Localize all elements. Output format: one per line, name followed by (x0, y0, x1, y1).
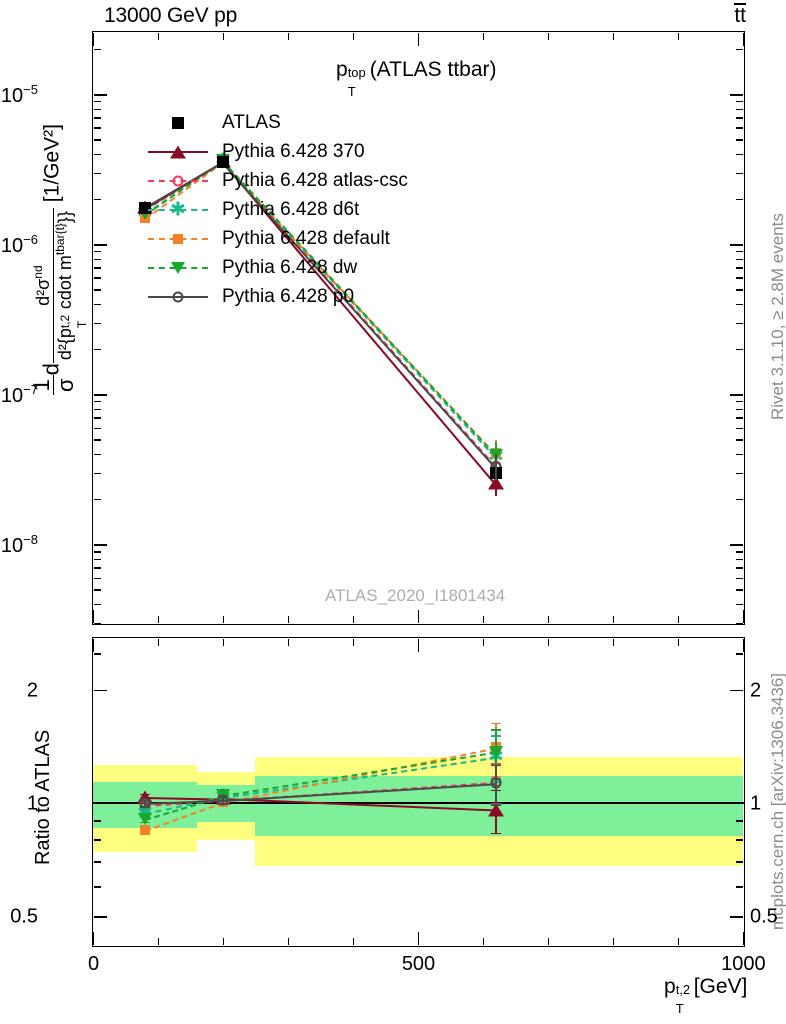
data-point-marker (488, 745, 503, 758)
triangle-down-marker (171, 261, 185, 274)
xl-sup: t,2 (675, 982, 691, 997)
square-filled-marker (173, 233, 183, 244)
legend-label: Pythia 6.428 default (222, 227, 390, 249)
x-axis-label: p t,2 T [GeV] (664, 975, 748, 1016)
error-bar-cap (139, 810, 150, 812)
legend-item-2[interactable]: Pythia 6.428 atlas-csc (148, 166, 408, 195)
legend-item-0[interactable]: ATLAS (148, 108, 408, 137)
x-tick-label: 500 (401, 953, 436, 976)
ratio-unity-line (93, 802, 744, 804)
ratio-plot-area: ✱✱✱ (93, 638, 744, 946)
error-bar (495, 453, 497, 480)
legend-line (148, 208, 208, 211)
legend-label: Pythia 6.428 370 (222, 140, 365, 162)
yl-d1: σ (53, 375, 78, 395)
triangle-up-marker (170, 145, 186, 158)
y-tick-label-ratio-right: 1 (750, 792, 762, 815)
data-point-marker (139, 797, 151, 809)
data-point-marker (138, 201, 151, 214)
data-point-marker (139, 824, 150, 835)
circle-open-marker (172, 175, 184, 186)
legend-label: ATLAS (222, 111, 281, 133)
legend-item-6[interactable]: Pythia 6.428 p0 (148, 282, 408, 311)
yl-n1: 1 (29, 379, 54, 392)
legend-item-4[interactable]: Pythia 6.428 default (148, 224, 408, 253)
legend-item-5[interactable]: Pythia 6.428 dw (148, 253, 408, 282)
legend-key (148, 228, 208, 250)
analysis-watermark: ATLAS_2020_I1801434 (325, 586, 506, 605)
error-bar-cap (490, 722, 501, 725)
data-point-marker (216, 155, 229, 168)
error-bar (495, 470, 497, 497)
y-tick-label-ratio-right: 2 (750, 679, 762, 702)
data-point-marker (487, 803, 504, 817)
data-point-marker (490, 777, 502, 789)
plot-title-sub: T (347, 84, 356, 99)
legend-key: ✱ (148, 199, 208, 221)
yl-units: [1/GeV²] (40, 123, 64, 203)
plot-title: p top T (ATLAS ttbar) (336, 58, 497, 99)
legend-item-3[interactable]: ✱ Pythia 6.428 d6t (148, 195, 408, 224)
data-point-marker (137, 812, 152, 825)
legend-key (148, 286, 208, 308)
star-marker: ✱ (170, 198, 186, 220)
overline-bar (734, 3, 746, 5)
data-point-marker (217, 794, 229, 806)
legend-key (148, 170, 208, 192)
error-bar-cap (490, 804, 501, 806)
y-tick-label-main: 10−5 (0, 82, 38, 107)
xl-p: p (664, 975, 676, 998)
legend: ATLAS Pythia 6.428 370 Pythia 6.428 atlas-… (148, 108, 408, 311)
plot-title-p: p (336, 58, 348, 81)
plot-title-sup: top (347, 65, 366, 80)
legend-key (148, 112, 208, 134)
legend-key (148, 141, 208, 163)
error-bar-cap (490, 832, 501, 835)
main-plot-area: ✱✱✱ (93, 32, 744, 624)
mcplots-source-label: mcplots.cern.ch [arXiv:1306.3436] (768, 672, 786, 930)
xl-units: [GeV] (693, 975, 748, 998)
main-plot-panel: ✱✱✱ (92, 31, 745, 625)
x-tick-label: 0 (88, 953, 100, 976)
error-bar-cap (490, 764, 501, 767)
y-tick-label-main: 10−8 (0, 532, 38, 557)
legend-label: Pythia 6.428 dw (222, 256, 358, 278)
rivet-version-label: Rivet 3.1.10, ≥ 2.8M events (768, 213, 786, 420)
xl-sub: T (675, 1001, 684, 1016)
y-axis-label-ratio: Ratio to ATLAS (32, 729, 54, 865)
process-label: tt (734, 3, 746, 27)
error-bar-cap (490, 728, 501, 731)
y-tick-label-ratio: 2 (26, 679, 38, 702)
ratio-plot-panel: ✱✱✱ (92, 637, 745, 947)
legend-key (148, 257, 208, 279)
beam-energy-label: 13000 GeV pp (104, 4, 238, 27)
y-tick-label-ratio: 0.5 (10, 905, 38, 928)
plot-title-rest: (ATLAS ttbar) (369, 58, 497, 81)
legend-label: Pythia 6.428 atlas-csc (222, 169, 408, 191)
x-tick-label: 1000 (721, 953, 766, 976)
legend-label: Pythia 6.428 p0 (222, 285, 355, 307)
yl-num2: d²σnd (31, 265, 54, 306)
circle-open-marker (172, 291, 184, 302)
atlas-marker (172, 116, 184, 129)
legend-item-1[interactable]: Pythia 6.428 370 (148, 137, 408, 166)
legend-label: Pythia 6.428 d6t (222, 198, 360, 220)
